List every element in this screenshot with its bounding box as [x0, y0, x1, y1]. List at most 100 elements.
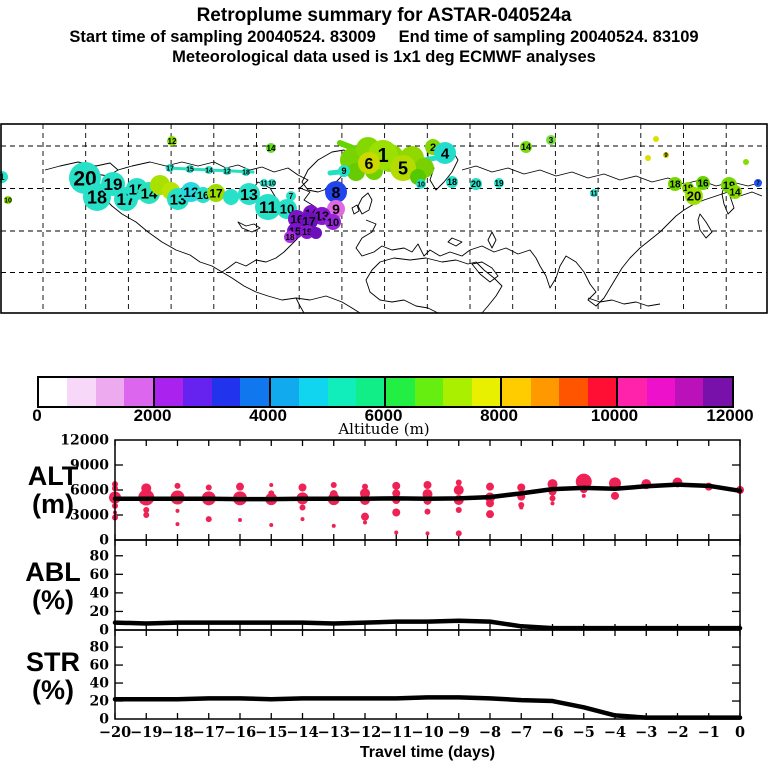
plume-blob-circle: [327, 200, 345, 218]
x-tick-label: −14: [286, 724, 318, 741]
panel-label-alt: ALT (m): [0, 462, 106, 518]
coastline: [351, 192, 373, 215]
plume-blob: [223, 189, 239, 205]
plume-blob-circle: [238, 183, 260, 205]
plume-altitude-dot: [175, 508, 180, 513]
plume-altitude-dot: [174, 482, 181, 489]
colorbar-tick-label: 12000: [706, 406, 754, 425]
plume-blob-day-18: 18: [668, 177, 682, 191]
plume-altitude-dot: [486, 510, 494, 519]
mean-line: [112, 482, 743, 502]
plume-blob-circle: [300, 225, 314, 239]
plume-altitude-dot: [519, 505, 524, 510]
plume-blob-circle: [4, 196, 12, 204]
x-tick-label: −8: [479, 724, 501, 741]
plume-blob-day-17: 17: [166, 164, 174, 173]
x-tick-label: −2: [666, 724, 688, 741]
plume-blob-circle: [663, 152, 669, 158]
plume-altitude-dot: [298, 483, 307, 492]
colorbar-title: Altitude (m): [338, 420, 430, 438]
coastline: [365, 257, 503, 314]
plume-blob-circle: [260, 179, 268, 187]
plume-altitude-dot: [455, 530, 462, 537]
y-tick-label: 0: [99, 533, 109, 549]
colorbar-tick-label: 2000: [133, 406, 172, 425]
plume-blob-label: 12: [168, 137, 177, 146]
plume-altitude-dot: [517, 483, 526, 492]
plume-altitude-dot: [486, 499, 494, 508]
y-tick-label: 0: [99, 712, 109, 728]
panel-alt: 0 3000 6000 9000 12000: [60, 433, 744, 549]
plume-blob-day-1: 1: [0, 171, 8, 183]
plume-blob-day-14: 14: [520, 141, 532, 153]
plume-blob-circle: [446, 176, 458, 188]
colorbar-segment: [355, 378, 385, 406]
x-tick-label: −18: [161, 724, 193, 741]
y-tick-label: 3000: [70, 508, 109, 524]
plume-altitude-dot: [205, 516, 212, 523]
plume-blob-label: 6: [365, 156, 374, 173]
plume-altitude-dot: [392, 489, 401, 498]
plume-blob-circle: [242, 168, 250, 176]
plume-blob-label: 11: [259, 198, 277, 217]
plume-altitude-dot: [205, 484, 212, 491]
panel-unit-str: (%): [32, 675, 74, 705]
y-tick-label: 60: [90, 658, 110, 674]
panel-str: 0 20 40 60 80: [90, 629, 743, 728]
plume-blob-circle: [653, 136, 659, 142]
plume-blob-circle: [685, 187, 703, 205]
plume-blob-label: 12: [223, 169, 231, 176]
plume-blob-label: 1: [0, 172, 5, 182]
plume-blob-circle: [434, 142, 456, 164]
plume-altitude-dot: [455, 479, 462, 486]
x-tick-label: −4: [604, 724, 626, 741]
plume-blob-circle: [743, 159, 749, 165]
panel-border: [114, 539, 741, 631]
plume-blob-circle: [494, 178, 504, 188]
plume-blob: [310, 227, 322, 239]
y-tick-label: 6000: [70, 483, 109, 499]
plume-blob-day-9: 9: [327, 200, 345, 218]
plume-blob-label: 9: [341, 166, 346, 176]
plume-blob-label: 10: [268, 181, 276, 188]
plume-blob-label: 7: [756, 181, 760, 187]
plume-blob-circle: [284, 231, 296, 243]
plume-blob-day-20: 20: [470, 178, 482, 190]
plume-altitude-dot: [611, 491, 619, 500]
x-tick-label: −3: [635, 724, 657, 741]
y-tick-label: 9000: [70, 458, 109, 474]
plume-blob-day-20: 20: [685, 187, 703, 205]
y-tick-label: 80: [90, 548, 110, 564]
page-title: Retroplume summary for ASTAR-040524a: [196, 5, 572, 26]
plume-altitude-dot: [453, 485, 464, 495]
plume-altitude-dot: [300, 517, 305, 522]
plume-altitude-dot: [361, 512, 369, 521]
plume-altitude-dot: [299, 504, 306, 511]
altitude-colorbar: [37, 376, 734, 408]
coastline: [117, 161, 317, 273]
y-tick-label: 40: [90, 585, 110, 601]
plume-blob-circle: [668, 177, 682, 191]
plume-blob-circle: [390, 155, 416, 181]
colorbar-tick-label: 0: [32, 406, 42, 425]
plume-blob-day-6: 6: [358, 152, 380, 174]
xaxis-title: Travel time (days): [359, 744, 496, 761]
y-tick-label: 40: [90, 676, 110, 692]
plume-blob-label: 17: [302, 214, 316, 228]
plume-blob-label: 20: [687, 189, 701, 204]
x-tick-label: −11: [380, 724, 412, 741]
y-tick-label: 20: [90, 694, 110, 710]
plume-altitude-dot: [175, 522, 180, 527]
plume-blob-label: 19: [302, 227, 312, 237]
colorbar-segment: [39, 378, 68, 406]
colorbar-segment: [299, 378, 328, 406]
plume-altitude-dot: [330, 482, 337, 488]
plume-blob-label: 11: [260, 181, 268, 188]
plume-blob-circle: [0, 171, 8, 183]
plume-blob-label: 16: [197, 190, 209, 202]
plume-blob-circle: [754, 179, 762, 187]
plume-blob: [653, 136, 659, 142]
plume-blob-day-16: 16: [696, 176, 710, 190]
colorbar-segment: [471, 378, 501, 406]
